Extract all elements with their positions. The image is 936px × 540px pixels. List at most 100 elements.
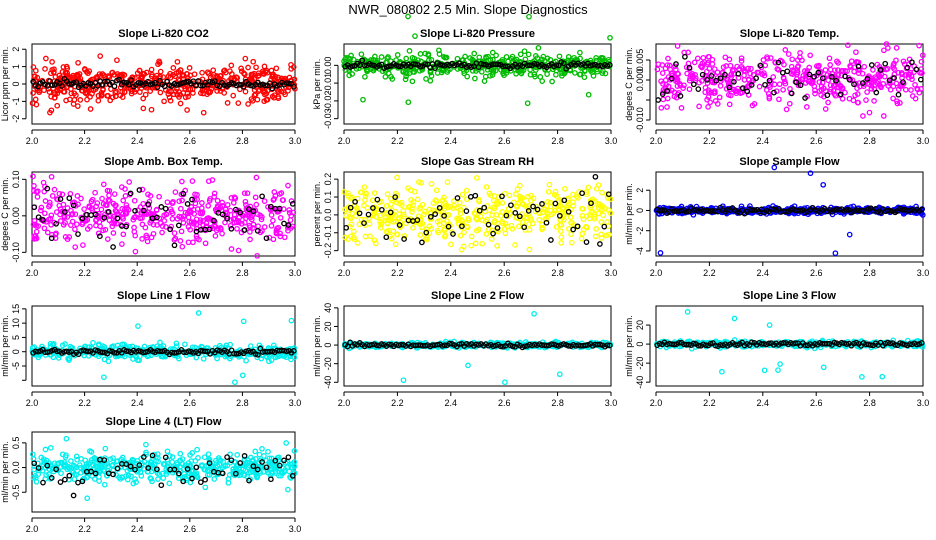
data-point: [174, 58, 181, 65]
data-point-black: [241, 227, 248, 233]
data-point: [787, 85, 793, 92]
data-point: [287, 217, 294, 223]
data-point-black: [677, 93, 684, 99]
data-point: [242, 198, 249, 205]
data-point-black: [459, 223, 465, 230]
y-tick-label: 20: [323, 321, 333, 331]
data-point: [708, 89, 714, 96]
data-point-black: [917, 76, 924, 83]
data-point: [214, 88, 220, 94]
data-point-black: [833, 77, 840, 84]
data-point: [799, 76, 805, 82]
data-point: [286, 210, 293, 216]
data-point: [572, 70, 578, 76]
data-point-black: [233, 351, 240, 357]
data-point: [394, 174, 400, 181]
data-point: [762, 62, 769, 69]
data-point: [78, 87, 85, 94]
data-point: [540, 53, 547, 60]
data-point-black: [441, 342, 448, 349]
x-tick-label: 2.6: [498, 136, 511, 146]
data-point-black: [565, 208, 572, 215]
data-point-black: [556, 212, 563, 219]
data-point: [64, 72, 70, 79]
x-tick-label: 2.8: [236, 268, 249, 278]
data-point: [277, 214, 284, 221]
data-point-black: [289, 201, 296, 207]
data-point: [472, 75, 478, 82]
data-point-black: [53, 220, 59, 227]
data-point: [402, 76, 409, 83]
data-point-black: [47, 78, 53, 84]
data-point: [188, 219, 195, 225]
data-point: [458, 246, 465, 253]
data-point: [408, 196, 414, 203]
data-point: [493, 211, 500, 218]
data-point: [258, 355, 265, 362]
data-point: [706, 65, 713, 72]
data-point: [64, 236, 71, 243]
data-point-black: [206, 226, 213, 233]
data-point-black: [731, 78, 737, 85]
data-point: [106, 217, 113, 224]
data-point: [31, 73, 38, 80]
data-point: [761, 367, 768, 374]
data-point-black: [136, 187, 143, 193]
data-point: [354, 240, 361, 246]
data-point: [204, 91, 210, 98]
data-point: [508, 222, 515, 229]
data-point: [192, 200, 199, 207]
y-axis-label: percent per min.: [312, 181, 322, 246]
x-tick-label: 3.0: [917, 268, 930, 278]
data-point: [214, 197, 221, 204]
data-point: [345, 55, 351, 61]
data-point-black: [374, 196, 381, 203]
data-point: [139, 236, 145, 242]
data-point: [148, 106, 155, 113]
data-point: [887, 80, 893, 87]
data-point: [495, 200, 501, 207]
data-point: [570, 199, 576, 206]
x-tick-label: 2.8: [551, 398, 564, 408]
data-point-black: [797, 82, 804, 89]
data-point: [212, 206, 219, 213]
data-point: [171, 230, 178, 236]
data-point: [163, 224, 169, 230]
data-point-black: [446, 340, 453, 347]
data-point: [405, 99, 412, 106]
data-point: [825, 99, 831, 106]
data-point-black: [102, 78, 108, 85]
data-point-black: [526, 62, 533, 69]
data-point: [909, 93, 916, 99]
data-point: [247, 236, 253, 243]
data-point: [96, 342, 102, 349]
data-point: [372, 240, 379, 247]
plot-frame: [655, 43, 924, 125]
data-point-black: [561, 197, 568, 204]
series-black: [342, 339, 613, 351]
data-point: [242, 88, 249, 95]
data-point: [460, 204, 467, 211]
data-point: [764, 54, 770, 60]
data-point: [263, 97, 270, 103]
data-point: [270, 236, 277, 243]
data-point: [574, 57, 580, 63]
data-point: [835, 67, 841, 73]
data-point: [224, 100, 231, 106]
data-point: [539, 224, 545, 231]
data-point: [227, 222, 234, 229]
data-point-black: [111, 83, 118, 90]
x-tick-label: 2.6: [184, 136, 197, 146]
data-point: [70, 74, 76, 81]
data-point-black: [105, 209, 112, 215]
x-tick-label: 2.6: [810, 398, 823, 408]
data-point: [902, 86, 909, 93]
data-point: [854, 91, 861, 97]
data-point: [880, 81, 887, 87]
data-point: [812, 90, 818, 97]
data-point: [727, 62, 734, 69]
data-point: [416, 206, 423, 212]
data-point: [32, 233, 39, 239]
x-tick-label: 3.0: [605, 136, 618, 146]
data-point: [268, 212, 275, 218]
